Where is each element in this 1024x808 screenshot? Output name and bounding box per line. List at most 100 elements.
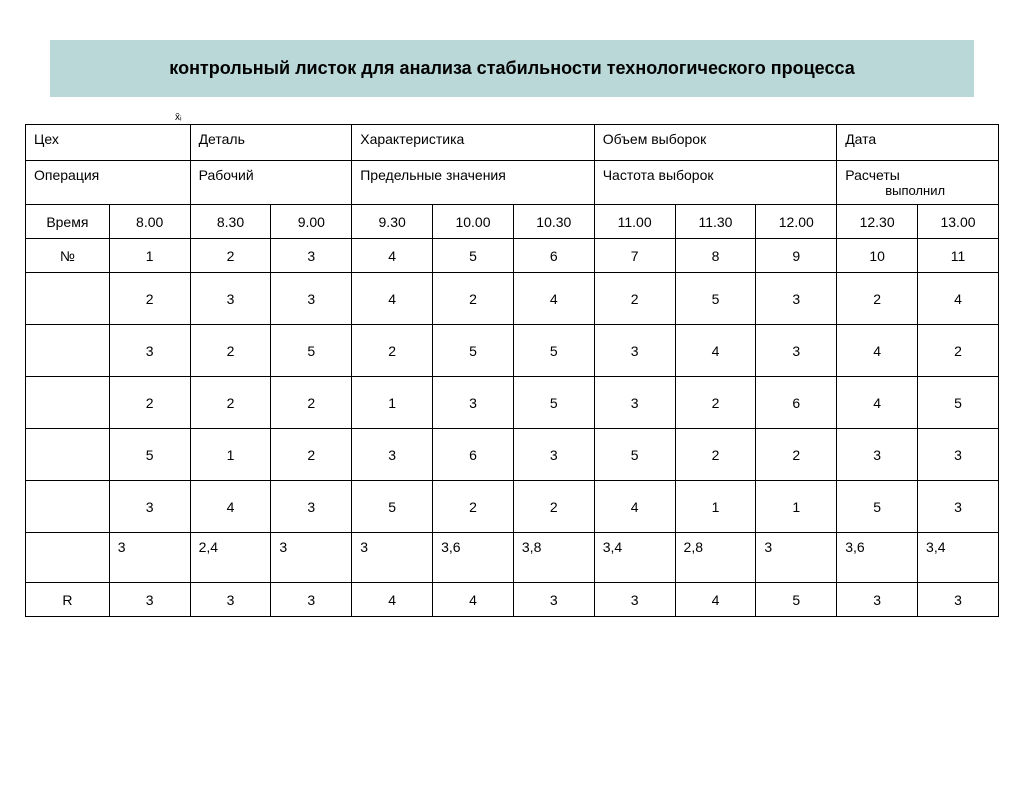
time-cell: 10.30 (513, 205, 594, 239)
data-cell: 2 (352, 325, 433, 377)
num-cell: 5 (433, 239, 514, 273)
num-cell: 7 (594, 239, 675, 273)
data-cell: 2 (433, 481, 514, 533)
data-cell: 5 (433, 325, 514, 377)
data-cell: 2 (756, 429, 837, 481)
data-cell: 2 (837, 273, 918, 325)
range-cell: 3 (594, 583, 675, 617)
row-label (26, 325, 110, 377)
mean-row: 3 2,4 3 3 3,6 3,8 3,4 2,8 3 3,6 3,4 (26, 533, 999, 583)
data-cell: 4 (352, 273, 433, 325)
mean-cell: 3 (352, 533, 433, 583)
header-row-1: Цех Деталь Характеристика Объем выборок … (26, 125, 999, 161)
hdr-limits: Предельные значения (352, 161, 594, 205)
time-cell: 13.00 (918, 205, 999, 239)
hdr-worker: Рабочий (190, 161, 352, 205)
time-cell: 8.00 (109, 205, 190, 239)
time-label: Время (26, 205, 110, 239)
data-cell: 1 (756, 481, 837, 533)
range-cell: 4 (433, 583, 514, 617)
data-cell: 2 (190, 325, 271, 377)
data-cell: 2 (109, 273, 190, 325)
num-cell: 8 (675, 239, 756, 273)
table-row: 2 3 3 4 2 4 2 5 3 2 4 (26, 273, 999, 325)
data-cell: 2 (190, 377, 271, 429)
num-cell: 11 (918, 239, 999, 273)
data-cell: 3 (756, 273, 837, 325)
mean-cell: 3 (109, 533, 190, 583)
data-cell: 3 (271, 273, 352, 325)
hdr-sample-size: Объем выборок (594, 125, 836, 161)
header-row-2: Операция Рабочий Предельные значения Час… (26, 161, 999, 205)
data-cell: 3 (594, 325, 675, 377)
data-cell: 3 (594, 377, 675, 429)
data-cell: 5 (675, 273, 756, 325)
time-cell: 11.00 (594, 205, 675, 239)
time-cell: 9.00 (271, 205, 352, 239)
data-cell: 2 (271, 377, 352, 429)
data-cell: 3 (918, 429, 999, 481)
range-label: R (26, 583, 110, 617)
data-cell: 5 (352, 481, 433, 533)
data-cell: 3 (837, 429, 918, 481)
data-cell: 3 (918, 481, 999, 533)
range-cell: 3 (513, 583, 594, 617)
data-cell: 4 (513, 273, 594, 325)
time-row: Время 8.00 8.30 9.00 9.30 10.00 10.30 11… (26, 205, 999, 239)
time-cell: 12.30 (837, 205, 918, 239)
mean-cell: 3,4 (918, 533, 999, 583)
data-cell: 6 (756, 377, 837, 429)
num-cell: 6 (513, 239, 594, 273)
time-cell: 10.00 (433, 205, 514, 239)
range-cell: 3 (190, 583, 271, 617)
data-cell: 5 (271, 325, 352, 377)
mean-cell: 3 (271, 533, 352, 583)
data-cell: 2 (271, 429, 352, 481)
data-cell: 5 (513, 325, 594, 377)
mean-cell: 2,4 (190, 533, 271, 583)
num-cell: 4 (352, 239, 433, 273)
num-cell: 10 (837, 239, 918, 273)
hdr-part: Деталь (190, 125, 352, 161)
range-cell: 3 (109, 583, 190, 617)
time-cell: 9.30 (352, 205, 433, 239)
data-cell: 2 (594, 273, 675, 325)
table-row: 3 4 3 5 2 2 4 1 1 5 3 (26, 481, 999, 533)
time-cell: 12.00 (756, 205, 837, 239)
data-cell: 3 (109, 325, 190, 377)
range-cell: 3 (271, 583, 352, 617)
data-cell: 3 (433, 377, 514, 429)
table-row: 5 1 2 3 6 3 5 2 2 3 3 (26, 429, 999, 481)
annotation-xbar: x̄ᵢ (175, 112, 999, 122)
data-cell: 5 (594, 429, 675, 481)
data-cell: 4 (837, 325, 918, 377)
data-cell: 2 (109, 377, 190, 429)
table-row: 2 2 2 1 3 5 3 2 6 4 5 (26, 377, 999, 429)
number-row: № 1 2 3 4 5 6 7 8 9 10 11 (26, 239, 999, 273)
data-cell: 3 (190, 273, 271, 325)
num-cell: 9 (756, 239, 837, 273)
time-cell: 11.30 (675, 205, 756, 239)
num-cell: 1 (109, 239, 190, 273)
num-cell: 2 (190, 239, 271, 273)
hdr-sample-freq: Частота выборок (594, 161, 836, 205)
data-cell: 5 (513, 377, 594, 429)
num-cell: 3 (271, 239, 352, 273)
data-cell: 4 (190, 481, 271, 533)
page-title: контрольный листок для анализа стабильно… (50, 40, 974, 97)
range-row: R 3 3 3 4 4 3 3 4 5 3 3 (26, 583, 999, 617)
data-cell: 4 (594, 481, 675, 533)
range-cell: 3 (918, 583, 999, 617)
mean-cell: 3 (756, 533, 837, 583)
data-cell: 1 (352, 377, 433, 429)
number-label: № (26, 239, 110, 273)
table-wrap: x̄ᵢ Цех Деталь Характеристика Объем выбо… (25, 112, 999, 617)
data-cell: 5 (837, 481, 918, 533)
range-cell: 4 (675, 583, 756, 617)
data-cell: 2 (675, 429, 756, 481)
mean-cell: 3,6 (433, 533, 514, 583)
data-cell: 1 (190, 429, 271, 481)
data-cell: 1 (675, 481, 756, 533)
data-cell: 5 (918, 377, 999, 429)
time-cell: 8.30 (190, 205, 271, 239)
